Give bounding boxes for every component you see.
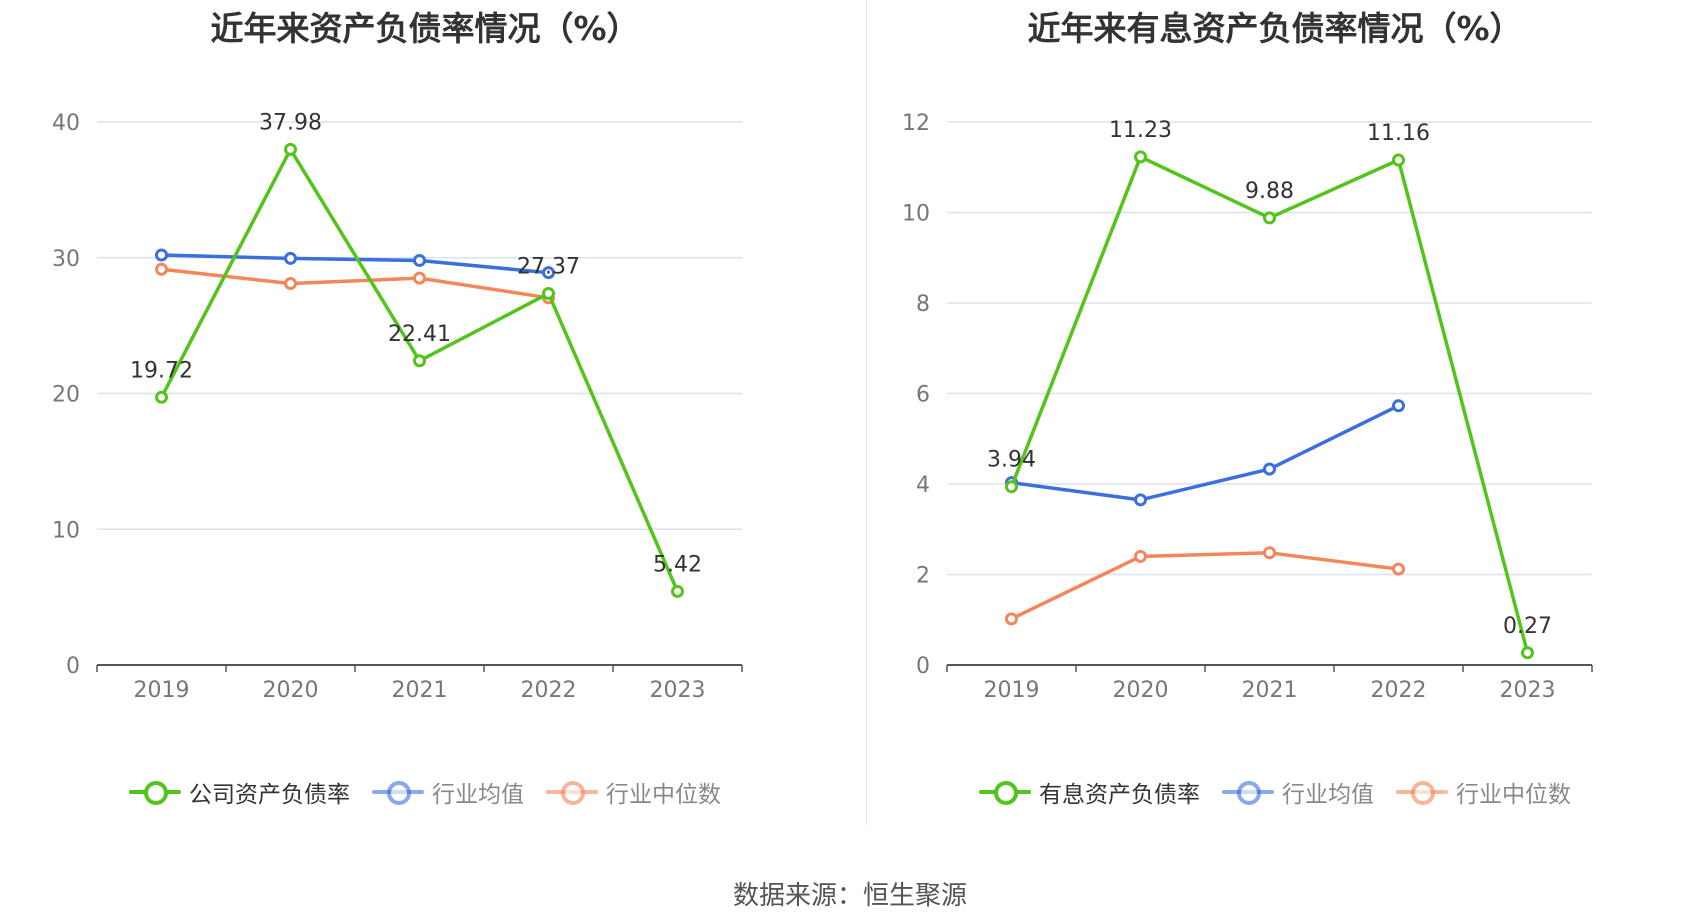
x-tick-label: 2020 [1113,678,1169,700]
data-source-footer: 数据来源：恒生聚源 [732,881,967,911]
data-label: 9.88 [1245,179,1294,204]
series-line [1011,404,1400,502]
legend-item[interactable]: 有息资产负债率 [979,775,1200,809]
legend-line-icon [1222,778,1274,806]
data-point[interactable] [1392,153,1405,167]
legend-item[interactable]: 行业均值 [372,775,524,809]
data-point[interactable] [542,286,555,300]
y-tick-label: 6 [916,383,930,408]
x-tick-label: 2023 [650,678,706,700]
y-tick-label: 10 [52,518,80,543]
data-point[interactable] [1263,546,1276,560]
legend-item[interactable]: 行业均值 [1222,775,1374,809]
data-label: 27.37 [517,254,580,279]
data-point[interactable] [413,271,426,285]
legend-item[interactable]: 行业中位数 [1396,775,1571,809]
data-label: 19.72 [130,358,193,383]
data-point[interactable] [413,253,426,267]
x-tick-label: 2019 [984,678,1040,700]
data-label: 11.16 [1367,121,1430,146]
y-tick-label: 2 [916,564,930,589]
data-label: 37.98 [259,110,322,135]
panel-divider [866,0,867,825]
data-point[interactable] [1134,549,1147,563]
y-tick-label: 20 [52,383,80,408]
legend-line-icon [1396,778,1448,806]
data-point[interactable] [413,354,426,368]
chart-panel-right: 近年来有息资产负债率情况（%） 0 2 4 6 8 10 12 2019 2020 2021 202… [850,0,1700,830]
line-chart-right: 0 2 4 6 8 10 12 2019 2020 2021 2022 2023 3.94 11.23 9.… [902,111,1593,700]
y-tick-label: 10 [902,202,930,227]
data-point[interactable] [1005,612,1018,626]
data-point[interactable] [1521,646,1534,660]
x-tick-label: 2019 [134,678,190,700]
y-tick-label: 4 [916,473,930,498]
series-line [1009,155,1530,654]
data-label: 0.27 [1503,614,1552,639]
data-point[interactable] [284,142,297,156]
data-label: 3.94 [987,448,1036,473]
data-point[interactable] [1134,493,1147,507]
data-point[interactable] [1392,562,1405,576]
data-point[interactable] [1392,399,1405,413]
data-label: 22.41 [388,322,451,347]
data-point[interactable] [284,251,297,265]
line-chart-left: 0 10 20 30 40 2019 2020 2021 2022 2023 19.72 37.98 2… [52,110,743,700]
data-point[interactable] [542,266,555,280]
legend-label: 有息资产负债率 [1039,782,1200,808]
data-point[interactable] [155,390,168,404]
legend-left: 公司资产负债率 行业均值 行业中位数 [0,775,850,809]
data-label: 11.23 [1109,118,1172,143]
data-label: 5.42 [653,552,702,577]
legend-label: 公司资产负债率 [189,782,350,808]
series-line [161,253,549,275]
chart-title: 近年来资产负债率情况（%） [210,9,640,48]
legend-label: 行业均值 [1282,782,1374,808]
data-point[interactable] [155,262,168,276]
y-tick-label: 0 [66,654,80,679]
y-tick-label: 0 [916,654,930,679]
x-tick-label: 2021 [392,678,448,700]
data-point[interactable] [1005,480,1018,494]
x-tick-label: 2023 [1500,678,1556,700]
legend-item[interactable]: 公司资产负债率 [129,775,350,809]
series-line [1010,551,1399,621]
legend-line-icon [546,778,598,806]
x-tick-label: 2022 [521,678,577,700]
chart-panel-left: 近年来资产负债率情况（%） 0 10 20 30 40 2019 2020 2021 2022 2… [0,0,850,830]
chart-title: 近年来有息资产负债率情况（%） [1027,9,1523,48]
legend-label: 行业中位数 [606,782,721,808]
x-tick-label: 2021 [1242,678,1298,700]
x-tick-label: 2020 [263,678,319,700]
y-tick-label: 40 [52,111,80,136]
y-tick-label: 8 [916,292,930,317]
data-point[interactable] [1263,462,1276,476]
y-tick-label: 12 [902,111,930,136]
legend-item[interactable]: 行业中位数 [546,775,721,809]
legend-line-icon [129,778,181,806]
data-point[interactable] [1263,211,1276,225]
data-point[interactable] [1134,150,1147,164]
legend-right: 有息资产负债率 行业均值 行业中位数 [850,775,1700,809]
legend-label: 行业均值 [432,782,524,808]
series-line [159,147,680,593]
data-point[interactable] [671,584,684,598]
data-point[interactable] [284,277,297,291]
x-tick-label: 2022 [1371,678,1427,700]
data-point[interactable] [155,248,168,262]
legend-line-icon [979,778,1031,806]
y-tick-label: 30 [52,247,80,272]
legend-line-icon [372,778,424,806]
legend-label: 行业中位数 [1456,782,1571,808]
